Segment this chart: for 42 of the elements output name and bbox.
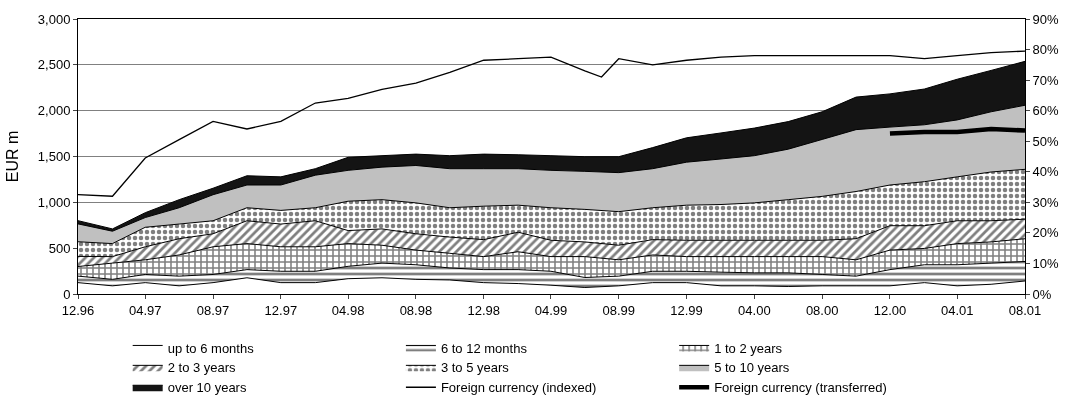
y-tick-label: 2,500 (37, 57, 71, 73)
x-tick-label: 12.99 (670, 302, 703, 318)
y-axis-title: EUR m (3, 130, 21, 183)
x-tick-label: 08.98 (399, 302, 433, 318)
y2-tick-label: 20% (1032, 225, 1060, 241)
x-tick-label: 12.98 (467, 302, 500, 318)
legend-label: 2 to 3 years (167, 360, 237, 376)
legend-label: Foreign currency (transferred) (714, 380, 887, 396)
x-tick-label: 08.01 (1008, 302, 1042, 318)
x-tick-label: 12.97 (264, 302, 298, 318)
y2-tick-label: 90% (1032, 11, 1060, 27)
y-tick-label: 3,000 (37, 11, 71, 27)
x-tick-label: 04.00 (738, 302, 771, 318)
y2-tick-label: 40% (1032, 164, 1060, 180)
y-tick-label: 2,000 (37, 103, 71, 119)
x-tick-label: 04.99 (534, 302, 568, 318)
legend-label: over 10 years (167, 380, 247, 396)
y2-tick-label: 10% (1032, 255, 1060, 271)
x-tick-label: 04.97 (128, 302, 162, 318)
y2-tick-label: 70% (1032, 72, 1060, 88)
x-tick-label: 04.01 (940, 302, 974, 318)
x-tick-label: 08.97 (196, 302, 230, 318)
y-tick-label: 1,000 (37, 194, 71, 210)
y2-tick-label: 60% (1032, 103, 1060, 119)
y-tick-label: 0 (63, 286, 71, 302)
y-tick-label: 1,500 (37, 149, 71, 165)
x-tick-label: 04.98 (331, 302, 365, 318)
legend-label: up to 6 months (167, 340, 255, 356)
x-tick-label: 12.00 (873, 302, 907, 318)
legend-label: 3 to 5 years (440, 360, 510, 376)
y2-tick-label: 80% (1032, 42, 1060, 58)
legend-label: 5 to 10 years (714, 360, 790, 376)
legend-label: Foreign currency (indexed) (440, 380, 597, 396)
legend-label: 1 to 2 years (714, 340, 783, 356)
y2-tick-label: 0% (1032, 286, 1052, 302)
x-tick-label: 08.00 (805, 302, 839, 318)
x-tick-label: 12.96 (61, 302, 95, 318)
y-tick-label: 500 (48, 240, 71, 256)
y2-tick-label: 50% (1032, 133, 1060, 149)
y2-tick-label: 30% (1032, 194, 1060, 210)
legend-label: 6 to 12 months (440, 340, 528, 356)
x-tick-label: 08.99 (602, 302, 636, 318)
